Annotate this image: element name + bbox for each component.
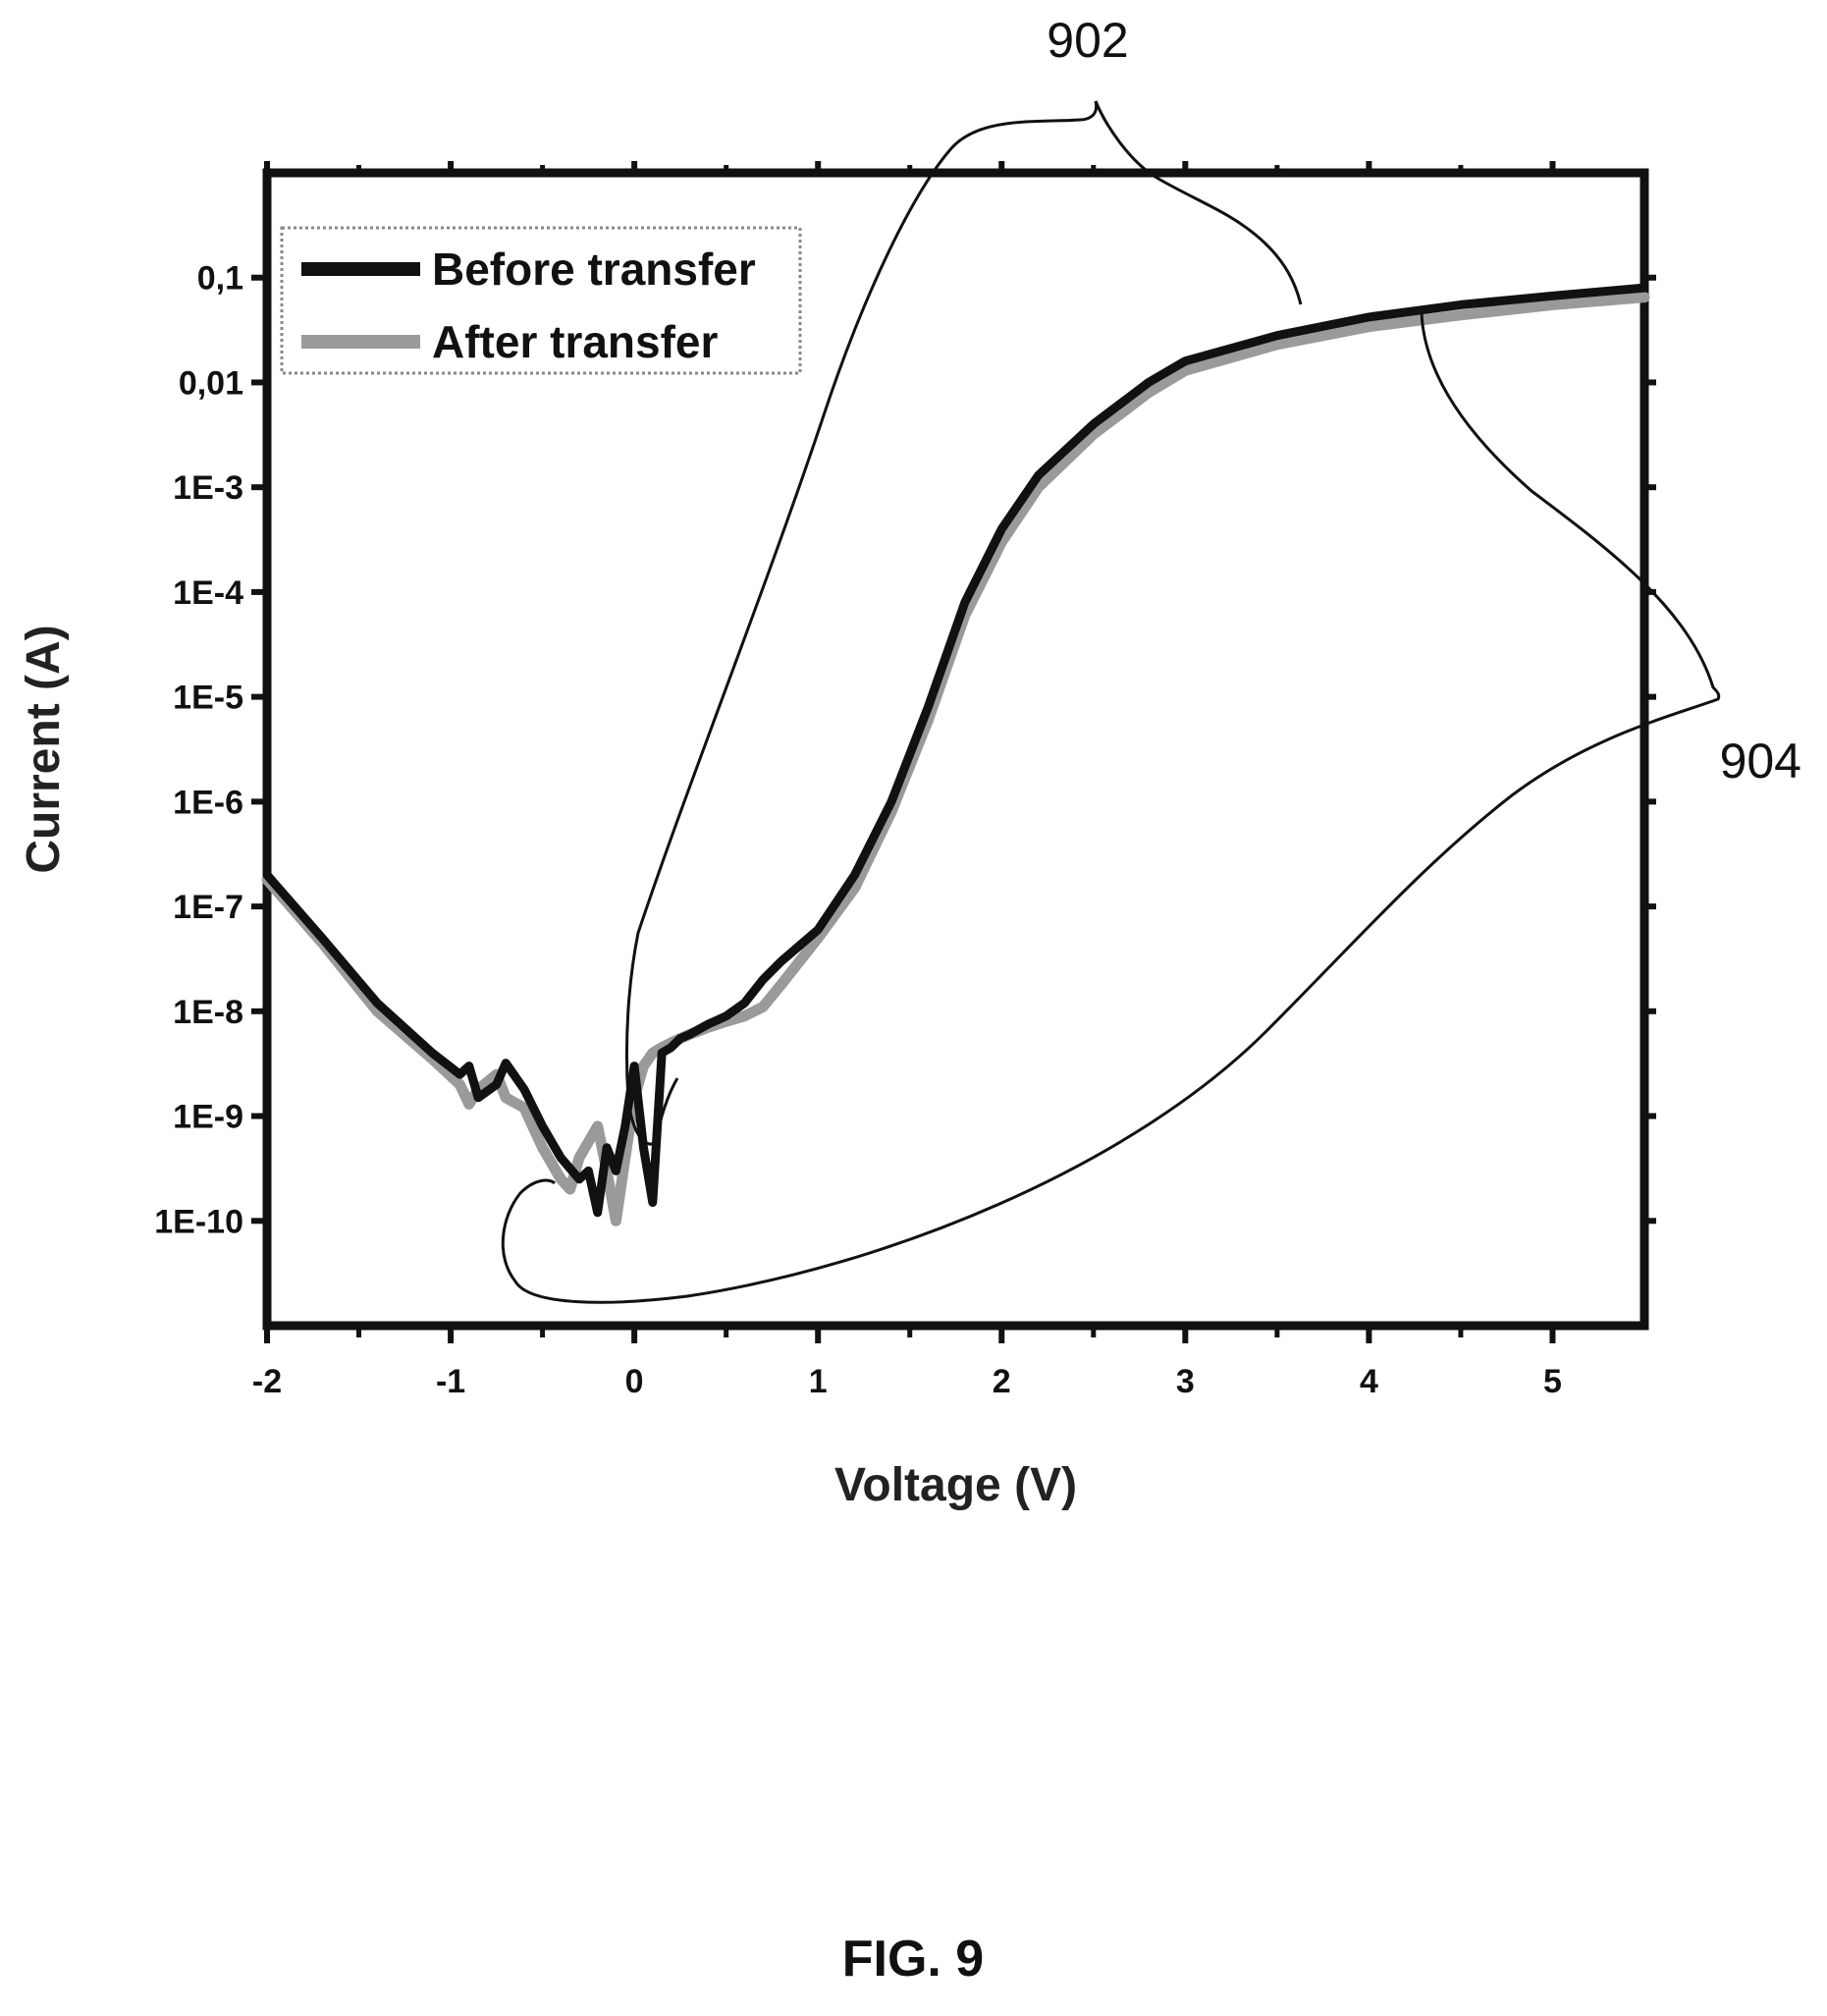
x-tick-label: 5: [1543, 1363, 1562, 1400]
x-tick-label: -1: [436, 1363, 465, 1400]
x-tick-label: 4: [1360, 1363, 1378, 1400]
y-tick-label: 0,01: [179, 364, 243, 402]
y-tick-label: 0,1: [197, 260, 243, 298]
y-tick-label: 1E-7: [173, 889, 243, 926]
reference-annotations: 902 904: [501, 13, 1801, 1304]
x-tick-label: 3: [1176, 1363, 1195, 1400]
y-tick-label: 1E-8: [173, 994, 243, 1031]
plot-area: -2 -1 0 1 2 3 4 5 1E-10 1E-9 1E-8 1E-7 1E-6 1E-5 1E-4 1…: [18, 161, 1656, 1511]
ref-label-904: 904: [1720, 734, 1801, 789]
bracket-902: [624, 100, 1099, 1146]
plot-frame: [262, 168, 1649, 1331]
y-tick-label: 1E-9: [173, 1099, 243, 1136]
legend-box: [280, 226, 802, 375]
y-axis-title: Current (A): [18, 625, 70, 873]
y-tick-label: 1E-4: [173, 574, 243, 612]
series-line-before-transfer: [262, 283, 1649, 1218]
x-tick-label: 0: [625, 1363, 644, 1400]
y-tick-label: 1E-10: [154, 1203, 243, 1240]
y-tick-label: 1E-6: [173, 784, 243, 821]
y-tick-label: 1E-3: [173, 469, 243, 507]
x-tick-label: 2: [993, 1363, 1011, 1400]
legend-label: After transfer: [432, 316, 719, 367]
figure-caption: FIG. 9: [842, 1931, 984, 1988]
x-tick-label: -2: [252, 1363, 282, 1400]
ref-label-902: 902: [1047, 13, 1128, 68]
bracket-904: [501, 311, 1721, 1304]
bracket-902-right: [1094, 100, 1303, 305]
x-tick-label: 1: [809, 1363, 828, 1400]
legend-label: Before transfer: [432, 244, 756, 295]
legend: Before transfer After transfer: [280, 226, 802, 375]
y-tick-label: 1E-5: [173, 680, 243, 717]
x-axis-title: Voltage (V): [834, 1459, 1077, 1511]
